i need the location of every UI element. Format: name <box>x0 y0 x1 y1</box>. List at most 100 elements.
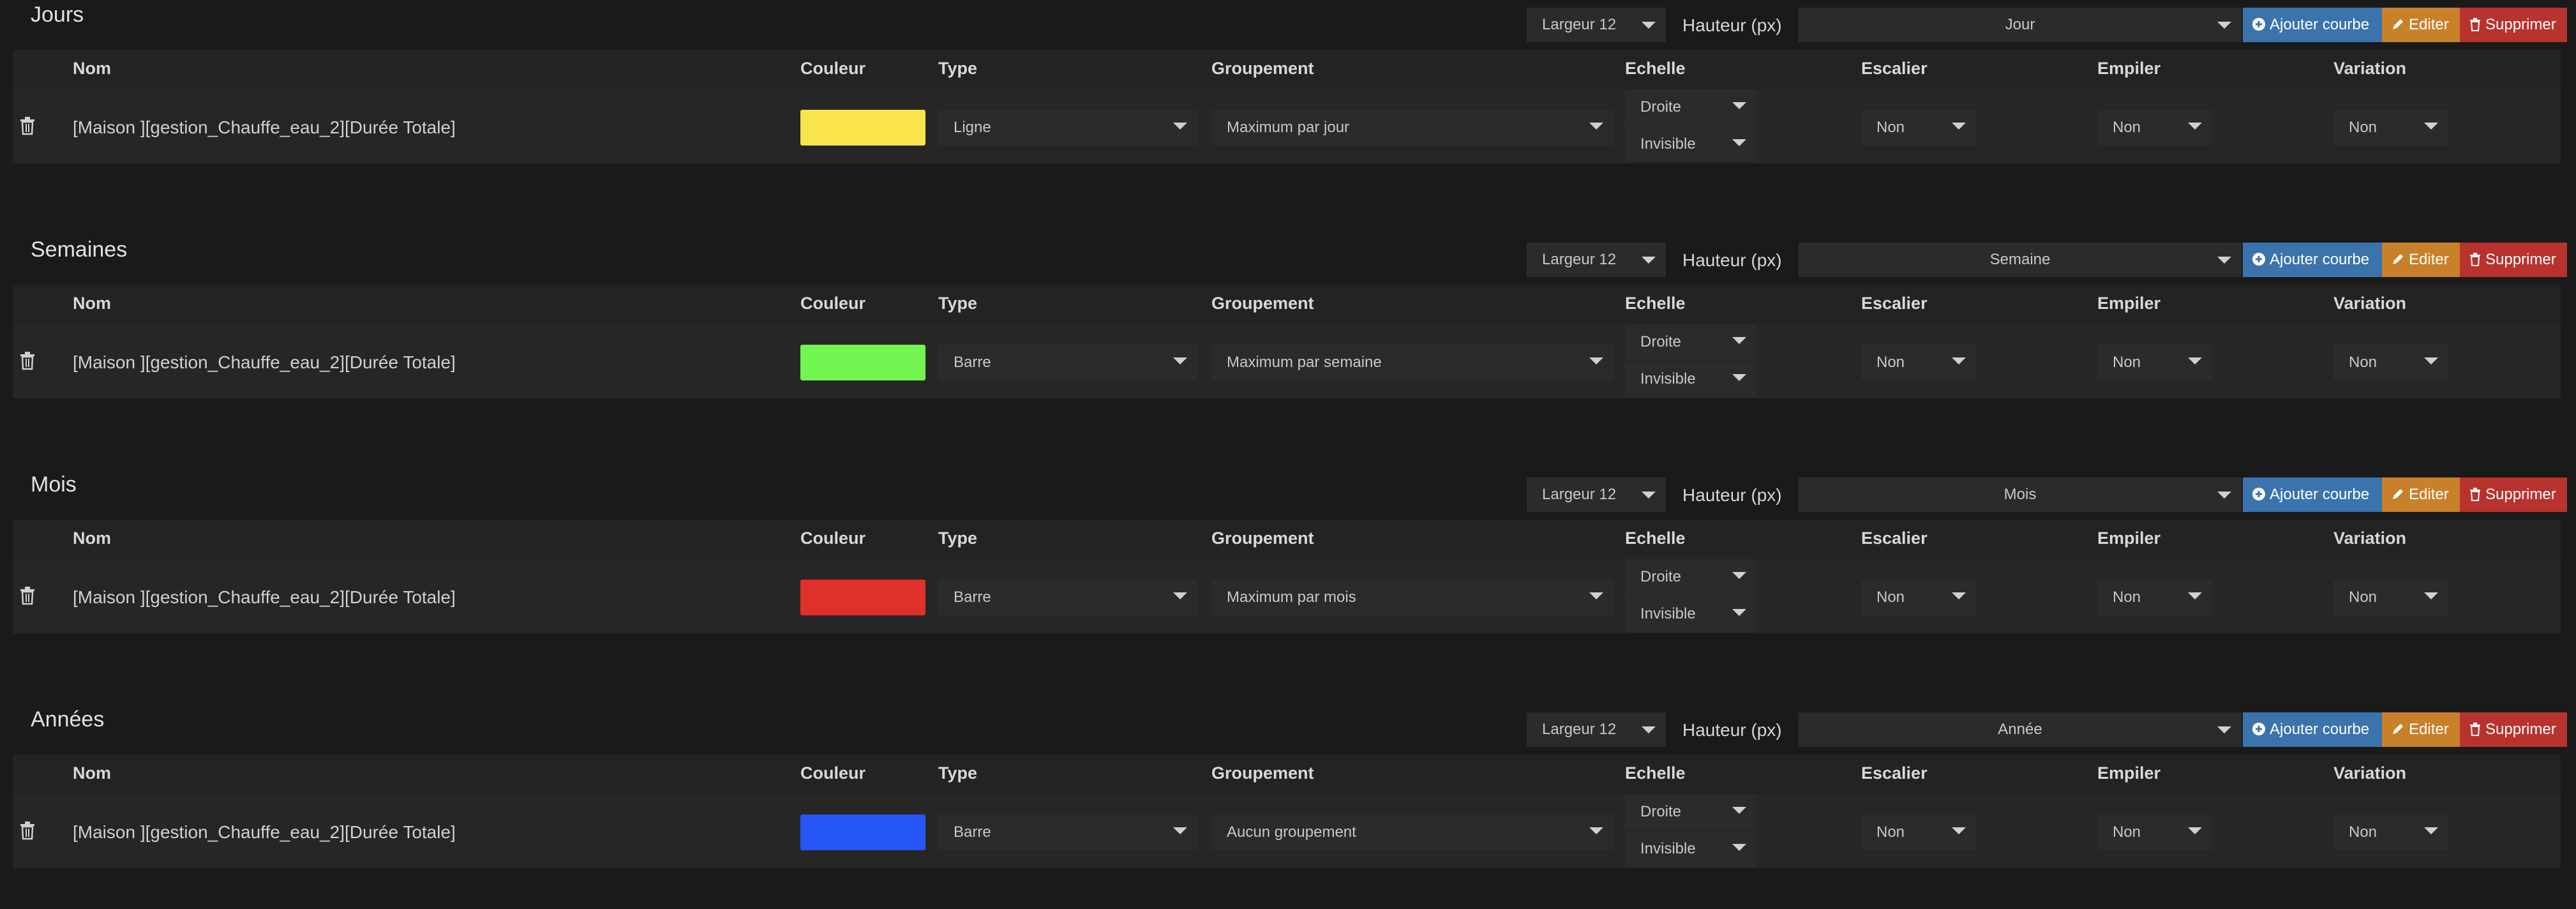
escalier-select[interactable]: Non <box>1861 345 1976 380</box>
header-couleur: Couleur <box>800 763 866 783</box>
escalier-value: Non <box>1876 119 1905 136</box>
color-swatch[interactable] <box>800 815 925 850</box>
groupement-select[interactable]: Maximum par mois <box>1211 580 1614 615</box>
section-mois: Mois Largeur 12 Hauteur (px) Mois Ajoute… <box>0 470 2576 674</box>
chevron-down-icon <box>2188 123 2202 130</box>
echelle-visibility-select[interactable]: Invisible <box>1625 831 1756 867</box>
supprimer-button[interactable]: Supprimer <box>2460 243 2567 277</box>
supprimer-button[interactable]: Supprimer <box>2460 712 2567 747</box>
period-select[interactable]: Jour <box>1799 8 2242 42</box>
escalier-select[interactable]: Non <box>1861 815 1976 850</box>
table-row: [Maison ][gestion_Chauffe_eau_2][Durée T… <box>13 89 2561 163</box>
ajouter-courbe-button[interactable]: Ajouter courbe <box>2243 477 2382 512</box>
period-select[interactable]: Année <box>1799 712 2242 747</box>
header-echelle: Echelle <box>1625 59 1686 78</box>
editer-button[interactable]: Editer <box>2382 8 2460 42</box>
empiler-select[interactable]: Non <box>2097 580 2212 615</box>
period-select[interactable]: Semaine <box>1799 243 2242 277</box>
chevron-down-icon <box>2424 592 2438 599</box>
trash-icon[interactable] <box>19 821 36 843</box>
echelle-visibility-select[interactable]: Invisible <box>1625 126 1756 162</box>
chevron-down-icon <box>1642 492 1656 499</box>
groupement-select[interactable]: Aucun groupement <box>1211 815 1614 850</box>
type-select[interactable]: Barre <box>938 815 1197 850</box>
editer-button[interactable]: Editer <box>2382 477 2460 512</box>
chevron-down-icon <box>1589 592 1603 599</box>
variation-value: Non <box>2349 354 2378 371</box>
type-select[interactable]: Ligne <box>938 110 1197 146</box>
curve-table: Nom Couleur Type Groupement Echelle Esca… <box>13 285 2561 398</box>
largeur-select[interactable]: Largeur 12 <box>1527 243 1666 277</box>
echelle-visibility-select[interactable]: Invisible <box>1625 361 1756 397</box>
variation-select[interactable]: Non <box>2333 580 2448 615</box>
header-groupement: Groupement <box>1211 529 1314 548</box>
escalier-select[interactable]: Non <box>1861 110 1976 146</box>
largeur-select[interactable]: Largeur 12 <box>1527 8 1666 42</box>
echelle-visibility-value: Invisible <box>1640 840 1696 857</box>
header-couleur: Couleur <box>800 294 866 313</box>
ajouter-courbe-button[interactable]: Ajouter courbe <box>2243 243 2382 277</box>
chevron-down-icon <box>1642 22 1656 29</box>
header-type: Type <box>938 59 978 78</box>
groupement-value: Aucun groupement <box>1227 823 1356 841</box>
chevron-down-icon <box>2217 726 2231 733</box>
chevron-down-icon <box>1589 123 1603 130</box>
echelle-side-select[interactable]: Droite <box>1625 324 1756 360</box>
supprimer-button[interactable]: Supprimer <box>2460 8 2567 42</box>
period-select[interactable]: Mois <box>1799 477 2242 512</box>
largeur-select[interactable]: Largeur 12 <box>1527 477 1666 512</box>
trash-icon[interactable] <box>19 586 36 608</box>
header-groupement: Groupement <box>1211 59 1314 78</box>
echelle-visibility-select[interactable]: Invisible <box>1625 596 1756 632</box>
groupement-value: Maximum par mois <box>1227 589 1356 606</box>
echelle-side-select[interactable]: Droite <box>1625 794 1756 830</box>
ajouter-courbe-button[interactable]: Ajouter courbe <box>2243 712 2382 747</box>
echelle-side-select[interactable]: Droite <box>1625 89 1756 125</box>
trash-icon[interactable] <box>19 351 36 373</box>
empiler-select[interactable]: Non <box>2097 110 2212 146</box>
color-swatch[interactable] <box>800 580 925 615</box>
editer-button[interactable]: Editer <box>2382 243 2460 277</box>
chevron-down-icon <box>1589 827 1603 834</box>
chevron-down-icon <box>2188 357 2202 364</box>
variation-select[interactable]: Non <box>2333 815 2448 850</box>
largeur-select[interactable]: Largeur 12 <box>1527 712 1666 747</box>
chevron-down-icon <box>2188 827 2202 834</box>
header-variation: Variation <box>2333 59 2407 78</box>
groupement-select[interactable]: Maximum par semaine <box>1211 345 1614 380</box>
table-row: [Maison ][gestion_Chauffe_eau_2][Durée T… <box>13 324 2561 398</box>
echelle-side-value: Droite <box>1640 568 1682 585</box>
chevron-down-icon <box>1732 807 1746 814</box>
empiler-select[interactable]: Non <box>2097 815 2212 850</box>
echelle-visibility-value: Invisible <box>1640 370 1696 387</box>
echelle-side-select[interactable]: Droite <box>1625 559 1756 595</box>
groupement-select[interactable]: Maximum par jour <box>1211 110 1614 146</box>
escalier-select[interactable]: Non <box>1861 580 1976 615</box>
variation-select[interactable]: Non <box>2333 345 2448 380</box>
header-couleur: Couleur <box>800 59 866 78</box>
type-select[interactable]: Barre <box>938 345 1197 380</box>
editer-button[interactable]: Editer <box>2382 712 2460 747</box>
type-value: Barre <box>954 589 991 606</box>
header-escalier: Escalier <box>1861 59 1928 78</box>
editer-label: Editer <box>2409 16 2449 33</box>
largeur-label: Largeur 12 <box>1542 16 1617 33</box>
color-swatch[interactable] <box>800 110 925 146</box>
escalier-value: Non <box>1876 823 1905 841</box>
header-variation: Variation <box>2333 294 2407 313</box>
variation-select[interactable]: Non <box>2333 110 2448 146</box>
chevron-down-icon <box>1952 592 1966 599</box>
section-title: Jours <box>31 3 84 27</box>
chevron-down-icon <box>2424 827 2438 834</box>
escalier-value: Non <box>1876 354 1905 371</box>
color-swatch[interactable] <box>800 345 925 380</box>
type-select[interactable]: Barre <box>938 580 1197 615</box>
supprimer-button[interactable]: Supprimer <box>2460 477 2567 512</box>
empiler-select[interactable]: Non <box>2097 345 2212 380</box>
chevron-down-icon <box>1732 572 1746 579</box>
type-value: Ligne <box>954 119 991 136</box>
section-title: Mois <box>31 472 77 497</box>
trash-icon[interactable] <box>19 116 36 139</box>
header-type: Type <box>938 529 978 548</box>
ajouter-courbe-button[interactable]: Ajouter courbe <box>2243 8 2382 42</box>
